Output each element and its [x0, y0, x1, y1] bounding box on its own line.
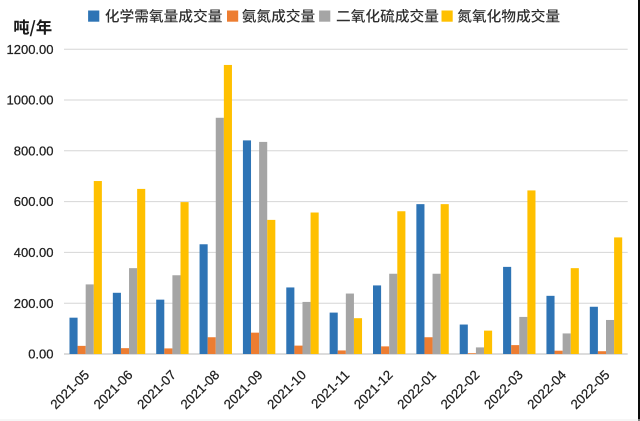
svg-text:0.00: 0.00 [28, 347, 53, 362]
svg-text:400.00: 400.00 [14, 245, 54, 260]
svg-text:800.00: 800.00 [14, 143, 54, 158]
svg-text:600.00: 600.00 [14, 194, 54, 209]
svg-text:200.00: 200.00 [14, 296, 54, 311]
svg-text:1000.00: 1000.00 [7, 93, 54, 108]
svg-text:1200.00: 1200.00 [7, 42, 54, 57]
